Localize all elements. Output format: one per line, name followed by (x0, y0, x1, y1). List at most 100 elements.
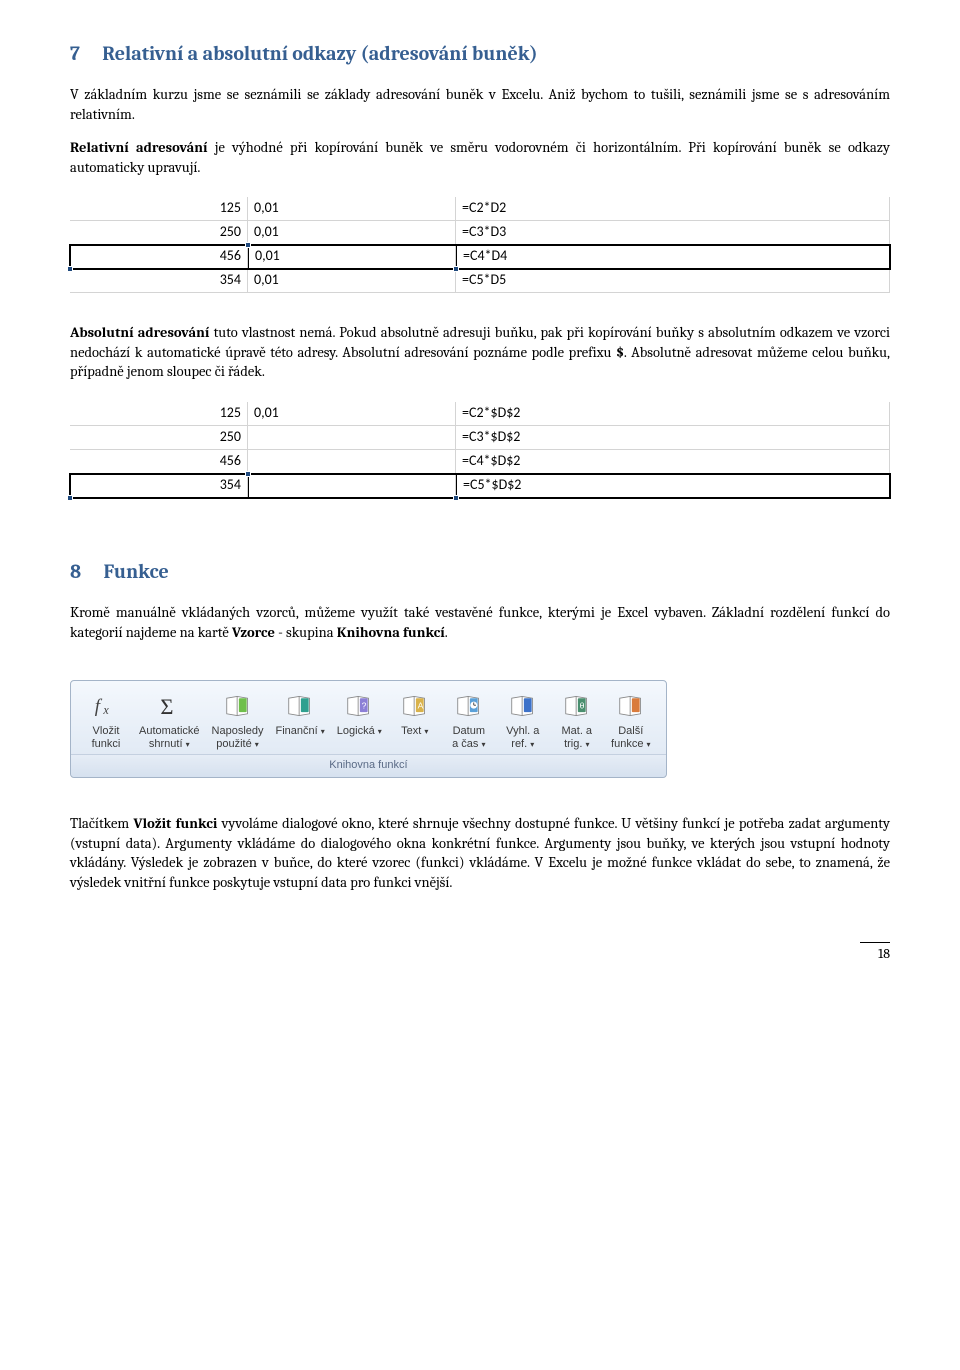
cell-formula[interactable]: =C4*D4 (456, 245, 890, 269)
cell-formula[interactable]: =C5*D5 (456, 269, 890, 293)
table-row: 4560,01=C4*D4 (70, 245, 890, 269)
math-icon: θ (560, 689, 594, 723)
section7-num: 7 (70, 42, 80, 65)
insert-function-icon: fx (89, 689, 123, 723)
svg-text:Σ: Σ (161, 694, 174, 719)
excel-table-absolute: 1250,01=C2*$D$2250=C3*$D$2456=C4*$D$2354… (70, 402, 890, 498)
cell-value[interactable]: 354 (70, 474, 248, 498)
svg-text:A: A (417, 701, 423, 711)
section8-title: Funkce (104, 560, 169, 583)
cell-value[interactable]: 354 (70, 269, 248, 293)
table-row: 354 =C5*$D$2 (70, 474, 890, 498)
absolute-term: Absolutní adresování (70, 324, 209, 341)
ribbon-caption: Knihovna funkcí (71, 754, 666, 777)
cell-formula[interactable]: =C2*D2 (456, 197, 890, 221)
more-icon (614, 689, 648, 723)
page-number: 18 (860, 942, 890, 964)
section8-p1c: - skupina (275, 624, 337, 641)
section8-p1a: Kromě manuálně vkládaných vzorců, můžeme… (70, 604, 890, 641)
table-row: 3540,01=C5*D5 (70, 269, 890, 293)
lookup-button[interactable]: Vyhl. aref. ▾ (496, 687, 550, 752)
section8-p2a: Tlačítkem (70, 815, 133, 832)
section8-num: 8 (70, 560, 81, 583)
cell-value[interactable]: 125 (70, 197, 248, 221)
vlozit-funkci-word: Vložit funkci (133, 815, 217, 832)
autosum-label: Automatickéshrnutí ▾ (139, 725, 200, 750)
cell-formula[interactable]: =C4*$D$2 (456, 450, 890, 474)
knihovna-word: Knihovna funkcí (337, 624, 445, 641)
datetime-label: Datuma čas ▾ (452, 725, 485, 750)
selection-handle[interactable] (67, 495, 73, 501)
ribbon-function-library: fxVložitfunkciΣAutomatickéshrnutí ▾Napos… (70, 680, 667, 778)
recent-icon (221, 689, 255, 723)
text-icon: A (398, 689, 432, 723)
recent-button[interactable]: Naposledypoužité ▾ (206, 687, 270, 752)
cell-value[interactable] (248, 450, 456, 474)
vzorce-word: Vzorce (232, 624, 275, 641)
cell-value[interactable]: 0,01 (248, 402, 456, 426)
cell-formula[interactable]: =C3*D3 (456, 221, 890, 245)
cell-value[interactable]: 456 (70, 245, 248, 269)
svg-text:x: x (102, 703, 109, 717)
text-label: Text ▾ (401, 725, 428, 738)
relative-term: Relativní adresování (70, 139, 208, 156)
cell-formula[interactable]: =C3*$D$2 (456, 426, 890, 450)
math-button[interactable]: θ Mat. atrig. ▾ (550, 687, 604, 752)
financial-label: Finanční ▾ (276, 725, 325, 738)
financial-button[interactable]: Finanční ▾ (270, 687, 331, 752)
section7-title: Relativní a absolutní odkazy (adresování… (102, 42, 537, 65)
autosum-button[interactable]: Σ Automatickéshrnutí ▾ (133, 687, 206, 752)
datetime-icon (452, 689, 486, 723)
selection-handle[interactable] (453, 495, 459, 501)
cell-value[interactable]: 250 (70, 221, 248, 245)
more-button[interactable]: Dalšífunkce ▾ (604, 687, 658, 752)
lookup-icon (506, 689, 540, 723)
excel-table-relative: 1250,01=C2*D22500,01=C3*D34560,01=C4*D43… (70, 197, 890, 293)
section7-p1: V základním kurzu jsme se seznámili se z… (70, 85, 890, 124)
insert-function-button[interactable]: fxVložitfunkci (79, 687, 133, 752)
math-label: Mat. atrig. ▾ (561, 725, 592, 750)
section7-p2: Relativní adresování je výhodné při kopí… (70, 138, 890, 177)
cell-value[interactable]: 125 (70, 402, 248, 426)
more-label: Dalšífunkce ▾ (611, 725, 650, 750)
section8-p2: Tlačítkem Vložit funkci vyvoláme dialogo… (70, 814, 890, 892)
recent-label: Naposledypoužité ▾ (212, 725, 264, 750)
cell-value[interactable]: 0,01 (248, 245, 456, 269)
table-row: 1250,01=C2*D2 (70, 197, 890, 221)
logical-label: Logická ▾ (337, 725, 382, 738)
text-button[interactable]: A Text ▾ (388, 687, 442, 752)
section7-heading: 7 Relativní a absolutní odkazy (adresová… (70, 40, 890, 67)
svg-text:f: f (95, 696, 103, 717)
cell-value[interactable]: 250 (70, 426, 248, 450)
cell-value[interactable]: 0,01 (248, 197, 456, 221)
cell-formula[interactable]: =C5*$D$2 (456, 474, 890, 498)
table-row: 1250,01=C2*$D$2 (70, 402, 890, 426)
cell-formula[interactable]: =C2*$D$2 (456, 402, 890, 426)
table-row: 456 =C4*$D$2 (70, 450, 890, 474)
datetime-button[interactable]: Datuma čas ▾ (442, 687, 496, 752)
selection-handle[interactable] (67, 266, 73, 272)
cell-value[interactable]: 0,01 (248, 269, 456, 293)
table-row: 250 =C3*$D$2 (70, 426, 890, 450)
section8-heading: 8 Funkce (70, 558, 890, 585)
insert-function-label: Vložitfunkci (92, 725, 121, 750)
autosum-icon: Σ (152, 689, 186, 723)
svg-text:?: ? (362, 701, 367, 711)
section8-p1: Kromě manuálně vkládaných vzorců, můžeme… (70, 603, 890, 642)
section7-p3: Absolutní adresování tuto vlastnost nemá… (70, 323, 890, 382)
table-row: 2500,01=C3*D3 (70, 221, 890, 245)
selection-handle[interactable] (245, 471, 251, 477)
svg-text:θ: θ (579, 701, 584, 711)
selection-handle[interactable] (245, 242, 251, 248)
logical-icon: ? (342, 689, 376, 723)
cell-value[interactable]: 456 (70, 450, 248, 474)
lookup-label: Vyhl. aref. ▾ (506, 725, 539, 750)
financial-icon (283, 689, 317, 723)
logical-button[interactable]: ? Logická ▾ (331, 687, 388, 752)
section8-p1e: . (445, 624, 448, 641)
selection-handle[interactable] (453, 266, 459, 272)
cell-value[interactable] (248, 426, 456, 450)
cell-value[interactable] (248, 474, 456, 498)
cell-value[interactable]: 0,01 (248, 221, 456, 245)
dollar-prefix: $ (616, 344, 624, 361)
